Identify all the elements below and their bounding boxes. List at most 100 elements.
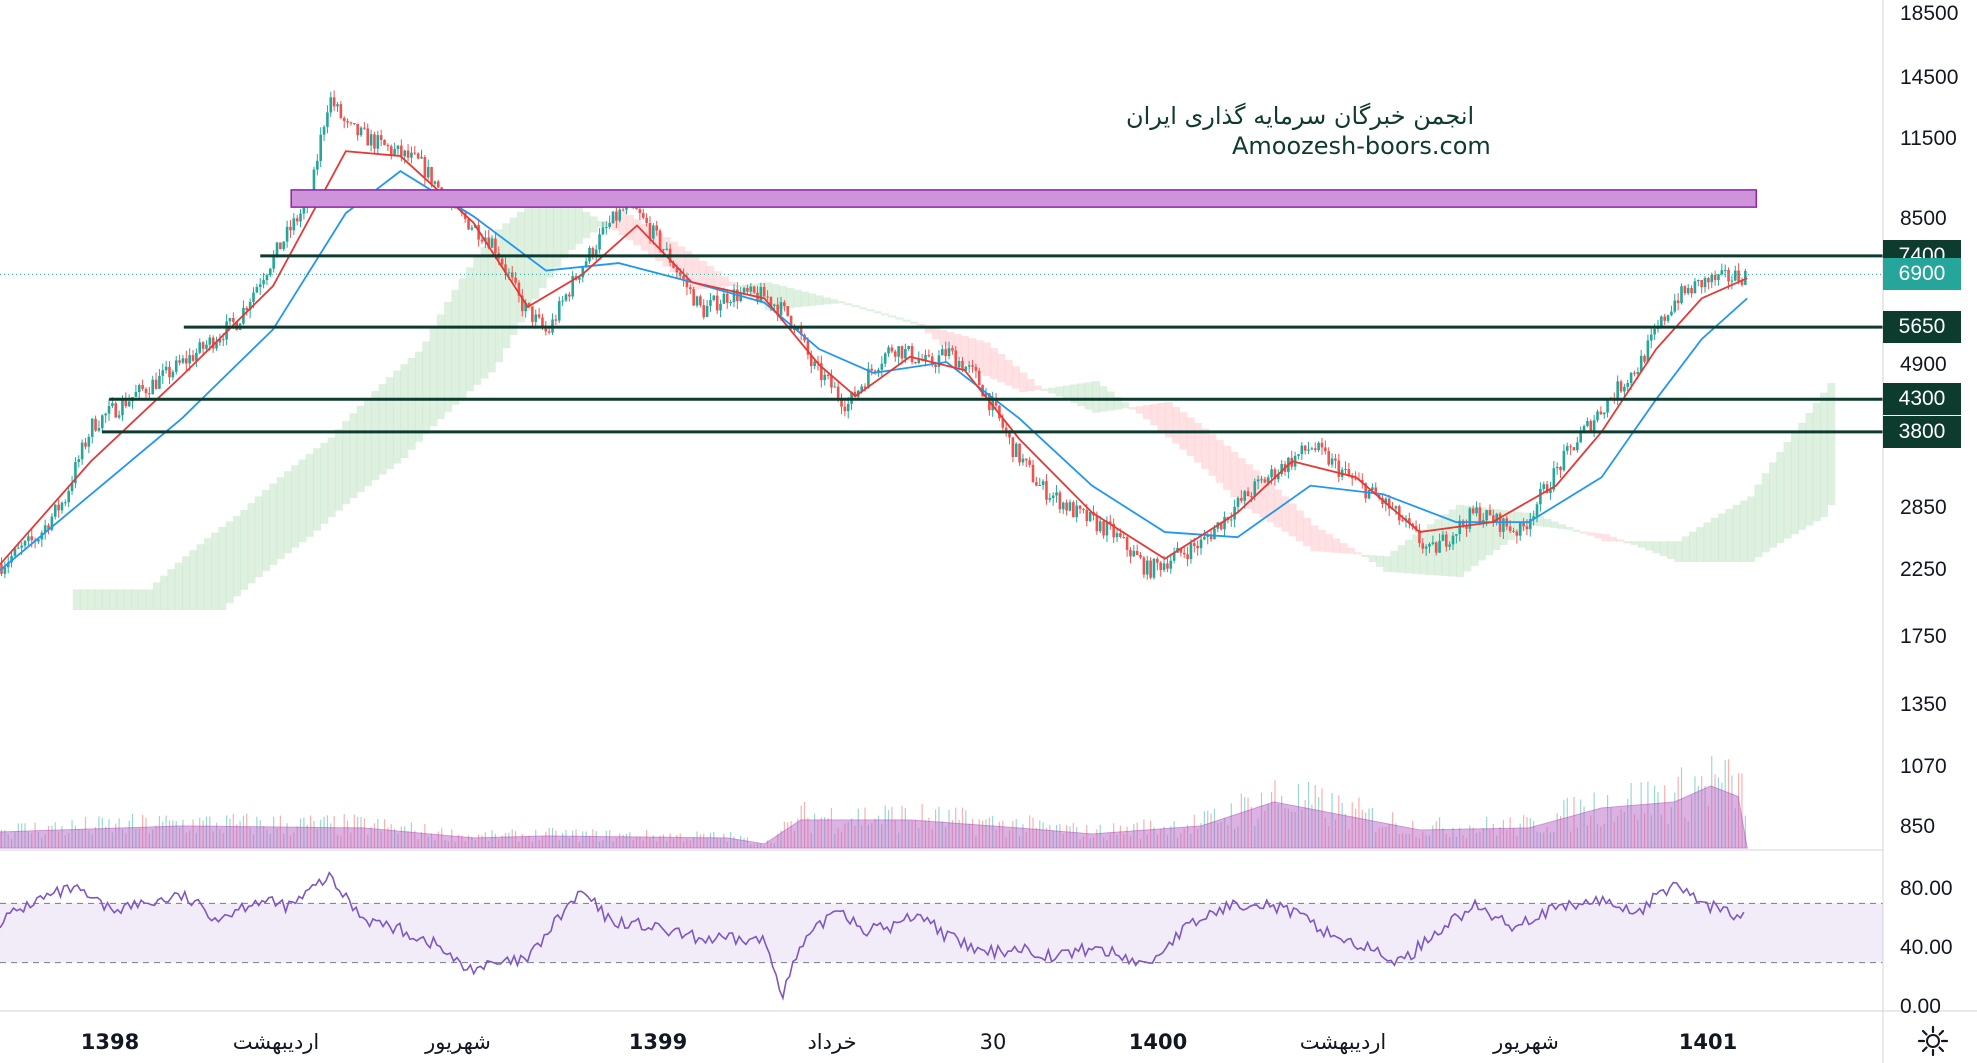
cloud-segment [829,299,838,304]
cloud-segment [1616,539,1625,542]
cloud-segment [1601,534,1610,542]
candle-body [843,406,847,412]
ema-fast-line [0,150,1748,566]
candle-body [389,146,393,155]
candle-body [1048,497,1052,500]
candle-body [312,169,316,200]
cloud-segment [1536,516,1545,527]
cloud-segment [1121,402,1130,409]
candle-body [1552,468,1556,490]
cloud-segment [1557,524,1566,529]
cloud-segment [502,223,511,349]
candle-body [769,296,773,306]
candle-body [1303,445,1307,451]
cloud-segment [873,311,882,314]
candle-body [534,314,538,322]
candle-body [638,209,642,214]
candle-body [746,287,749,292]
cloud-segment [953,334,962,359]
cloud-segment [1776,451,1785,544]
candle-body [400,145,403,157]
candle-body [158,375,161,389]
cloud-segment [1608,536,1617,542]
cloud-segment [211,532,220,611]
candle-body [514,277,517,283]
candle-body [1206,535,1210,537]
cloud-segment [1070,384,1079,403]
candle-body [1445,534,1448,547]
candle-body [1280,464,1283,475]
candle-body [709,300,712,306]
cloud-segment [575,207,584,245]
candle-body [1411,523,1414,526]
time-axis-label: 1401 [1678,1030,1738,1054]
candle-body [60,502,64,511]
cloud-segment [626,215,635,241]
cloud-segment [378,384,387,475]
cloud-segment [1769,462,1778,548]
time-axis-label: 1399 [628,1030,688,1054]
cloud-segment [1630,541,1639,545]
candle-body [1095,515,1099,532]
candle-body [783,302,786,306]
cloud-segment [589,216,598,233]
cloud-segment [1310,525,1319,552]
candle-body [262,280,265,285]
candle-body [215,342,218,349]
candle-body [3,567,7,574]
candle-body [1233,506,1236,520]
cloud-segment [735,285,744,288]
cloud-segment [123,589,132,611]
candle-body [1428,544,1431,547]
candle-body [571,276,574,297]
candle-body [1109,521,1112,524]
candle-body [924,354,927,361]
cloud-segment [465,267,474,392]
candle-body [80,442,84,460]
cloud-segment [458,278,467,398]
candle-body [1683,286,1687,294]
candle-body [846,403,850,412]
candle-body [1065,502,1068,511]
cloud-segment [1033,385,1042,390]
level-tag-5650: 5650 [1883,311,1961,344]
candle-body [218,339,222,343]
candle-body [289,226,292,231]
candle-body [1565,446,1569,451]
candle-body [1539,488,1542,505]
time-axis-label: 1400 [1128,1030,1188,1054]
cloud-segment [247,503,256,584]
candle-body [1633,372,1636,374]
cloud-segment [1354,552,1363,555]
candle-body [1643,355,1646,362]
candle-body [1364,483,1367,499]
candle-body [64,502,67,504]
candle-body [1330,458,1334,465]
candle-body [1451,535,1455,545]
cloud-segment [371,391,380,481]
gear-icon[interactable] [1916,1024,1950,1058]
cloud-segment [1281,496,1290,532]
cloud-segment [1244,464,1253,510]
candle-body [682,275,685,280]
candle-body [107,405,111,414]
candle-body [410,152,413,158]
candle-body [1119,533,1122,537]
candle-body [1014,443,1018,457]
candle-body [1475,507,1478,514]
candle-body [1088,512,1092,522]
candle-body [954,350,958,368]
candle-body [689,287,692,290]
candle-body [94,418,97,431]
candle-body [806,340,810,355]
candle-body [1599,411,1603,415]
cloud-segment [1084,382,1093,410]
candle-body [272,254,275,269]
candle-body [873,370,877,372]
candle-body [1213,528,1216,540]
price-axis-label: 8500 [1900,207,1947,231]
cloud-segment [160,575,169,611]
candle-body [877,369,880,372]
cloud-segment [1681,536,1690,562]
